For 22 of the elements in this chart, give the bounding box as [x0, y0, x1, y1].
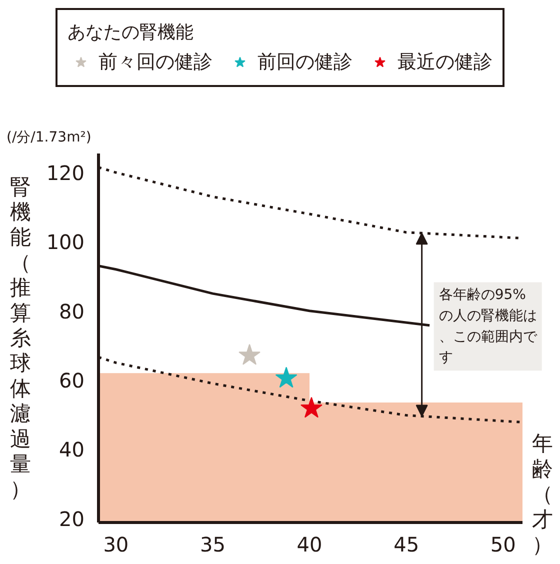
y-tick-label: 20 — [59, 506, 85, 531]
point — [275, 366, 298, 388]
y-tick-label: 100 — [46, 230, 85, 254]
x-tick-label: 50 — [490, 532, 516, 556]
point — [238, 344, 260, 365]
x-tick-label: 35 — [200, 532, 226, 556]
text: 腎機能（推算糸球体濾過量） — [10, 174, 31, 502]
point — [300, 396, 322, 418]
y-tick-label: 120 — [46, 161, 85, 186]
x-tick-label: 30 — [103, 532, 129, 556]
x-tick-label: 45 — [394, 532, 420, 556]
annotation: 各年齢の95%の人の腎機能は、この範囲内です — [438, 287, 538, 366]
x-axis-title: 年齢（才） — [532, 432, 553, 556]
text: (/分/1.73m²) — [6, 130, 92, 146]
legend-label: 前々回の健診 — [98, 50, 212, 75]
y-tick-label: 60 — [59, 368, 85, 393]
y-tick-label: 80 — [59, 299, 85, 324]
legend-label: 前回の健診 — [258, 50, 352, 75]
legend-title: あなたの腎機能 — [68, 21, 194, 44]
y-tick-label: 40 — [59, 438, 85, 462]
legend-label: 最近の健診 — [398, 50, 492, 75]
x-tick-label: 40 — [296, 532, 322, 556]
